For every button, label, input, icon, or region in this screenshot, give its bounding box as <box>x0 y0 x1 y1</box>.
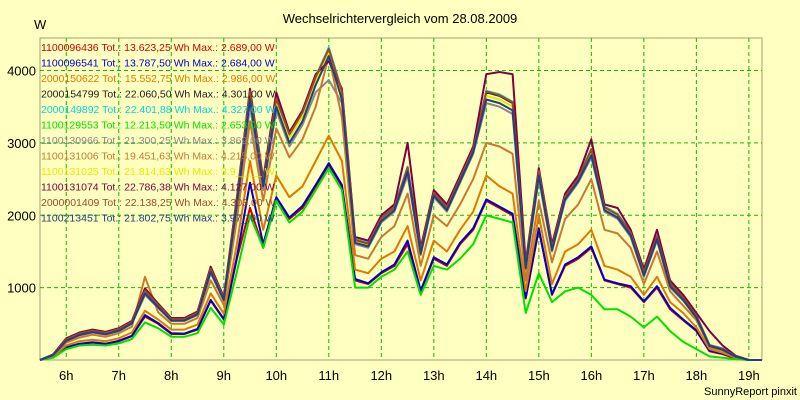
legend-entry: 1100096541 Tot.: 13.787,50 Wh Max.: 2.68… <box>41 58 275 70</box>
x-tick-label: 11h <box>318 368 339 383</box>
legend-entry: 2000001409 Tot.: 22.138,25 Wh Max.: 4.30… <box>41 197 276 209</box>
legend-entry: 1100131074 Tot.: 22.786,38 Wh Max.: 4.12… <box>41 182 275 194</box>
legend-entry: 2000149892 Tot.: 22.401,88 Wh Max.: 4.32… <box>41 104 276 116</box>
x-tick-label: 16h <box>580 368 602 383</box>
x-tick-label: 19h <box>738 368 760 383</box>
series-line <box>39 134 762 361</box>
legend-entry: 1100213451 Tot.: 21.802,75 Wh Max.: 3.97… <box>41 213 275 225</box>
y-tick-label: 3000 <box>7 136 36 151</box>
x-tick-label: 8h <box>164 368 178 383</box>
legend-entry: 2000150622 Tot.: 15.552,75 Wh Max.: 2.98… <box>41 73 276 85</box>
legend-entry: 1100096436 Tot.: 13.623,25 Wh Max.: 2.68… <box>41 42 275 54</box>
x-tick-label: 17h <box>633 368 655 383</box>
legend-entry: 1100131025 Tot.: 21.814,63 Wh Max.: 3.9_… <box>41 166 275 178</box>
series-line <box>39 162 762 361</box>
x-tick-label: 18h <box>686 368 708 383</box>
series-line <box>39 167 762 361</box>
y-axis-unit-label: W <box>34 17 47 32</box>
legend-entry: 2000154799 Tot.: 22.060,50 Wh Max.: 4.30… <box>41 89 276 101</box>
series-line <box>39 55 762 361</box>
legend-entry: 1100130966 Tot.: 21.300,25 Wh Max.: 3.86… <box>41 135 275 147</box>
x-tick-label: 7h <box>112 368 126 383</box>
y-tick-label: 2000 <box>7 208 36 223</box>
chart-title: Wechselrichtervergleich vom 28.08.2009 <box>283 11 518 26</box>
y-tick-labels: 1000 2000 3000 4000 <box>7 64 36 296</box>
series-line <box>39 55 762 361</box>
x-tick-label: 6h <box>59 368 73 383</box>
plot-area-frame <box>39 37 763 361</box>
legend-entry: 1100129553 Tot.: 12.213,50 Wh Max.: 2.65… <box>41 120 275 132</box>
x-tick-label: 10h <box>265 368 287 383</box>
x-tick-label: 12h <box>370 368 392 383</box>
x-tick-label: 14h <box>475 368 497 383</box>
series-lines <box>39 46 762 361</box>
x-tick-labels: 6h 7h 8h 9h 10h 11h 12h 13h 14h 15h 16h 17h 18h 19h <box>59 368 760 383</box>
x-tick-label: 15h <box>528 368 550 383</box>
y-tick-label: 1000 <box>7 281 36 296</box>
grid-lines <box>40 38 762 360</box>
legend-entry: 1100131006 Tot.: 19.451,63 Wh Max.: 4.21… <box>41 151 275 163</box>
x-tick-label: 9h <box>217 368 231 383</box>
legend: 1100096436 Tot.: 13.623,25 Wh Max.: 2.68… <box>41 42 276 225</box>
x-tick-label: 13h <box>423 368 445 383</box>
y-tick-label: 4000 <box>7 64 36 79</box>
footer-credit: SunnyReport pinxit <box>704 386 797 398</box>
